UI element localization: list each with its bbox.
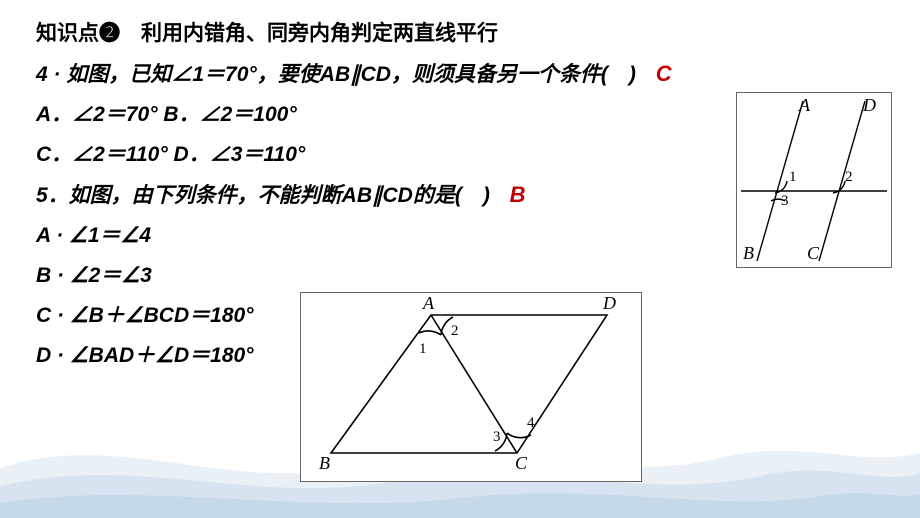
fig2-label-b: B: [319, 453, 330, 474]
figure-q4-svg: [737, 93, 891, 267]
fig2-angle-1: 1: [419, 341, 427, 358]
figure-q5: A D B C 1 2 3 4: [300, 292, 642, 482]
fig1-label-b: B: [743, 243, 754, 264]
fig2-label-a: A: [423, 293, 434, 314]
q4-stem: 4 · 如图，已知∠1＝70°，要使AB∥CD，则须具备另一个条件( ): [36, 63, 636, 86]
q4-answer: C: [656, 61, 672, 86]
fig1-angle-2: 2: [845, 169, 853, 186]
fig2-angle-2: 2: [451, 323, 459, 340]
fig2-angle-4: 4: [527, 415, 535, 432]
fig1-angle-1: 1: [789, 169, 797, 186]
figure-q4: A D B C 1 2 3: [736, 92, 892, 268]
fig1-label-d: D: [863, 95, 876, 116]
q5-stem: 5．如图，由下列条件，不能判断AB∥CD的是( ): [36, 184, 490, 207]
fig1-label-a: A: [799, 95, 810, 116]
fig2-label-c: C: [515, 453, 527, 474]
fig1-angle-3: 3: [781, 193, 789, 210]
fig1-label-c: C: [807, 243, 819, 264]
q5-answer: B: [510, 182, 526, 207]
fig2-label-d: D: [603, 293, 616, 314]
section-heading: 知识点❷ 利用内错角、同旁内角判定两直线平行: [36, 14, 886, 54]
figure-q5-svg: [301, 293, 641, 481]
q4-stem-line: 4 · 如图，已知∠1＝70°，要使AB∥CD，则须具备另一个条件( ) C: [36, 54, 886, 95]
fig2-angle-3: 3: [493, 429, 501, 446]
